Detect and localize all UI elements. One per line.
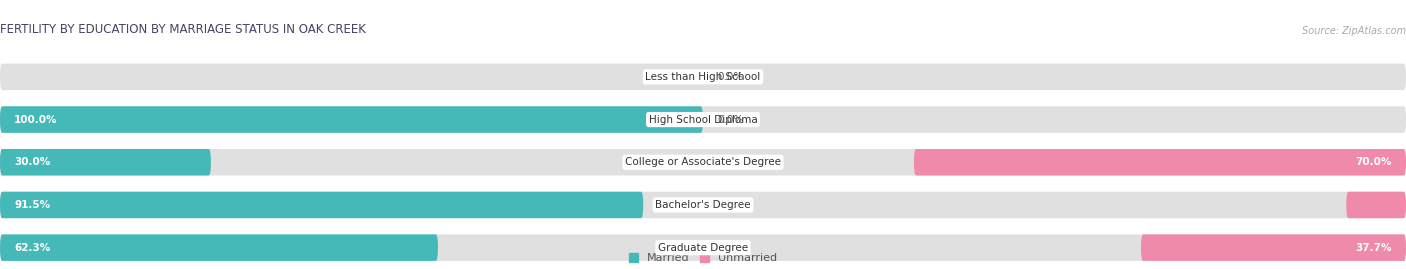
Text: FERTILITY BY EDUCATION BY MARRIAGE STATUS IN OAK CREEK: FERTILITY BY EDUCATION BY MARRIAGE STATU… <box>0 23 366 36</box>
Text: Less than High School: Less than High School <box>645 72 761 82</box>
Text: 62.3%: 62.3% <box>14 243 51 253</box>
FancyBboxPatch shape <box>0 106 703 133</box>
FancyBboxPatch shape <box>1142 234 1406 261</box>
Text: 91.5%: 91.5% <box>14 200 51 210</box>
FancyBboxPatch shape <box>0 234 439 261</box>
FancyBboxPatch shape <box>1347 192 1406 218</box>
Text: Bachelor's Degree: Bachelor's Degree <box>655 200 751 210</box>
FancyBboxPatch shape <box>0 64 1406 90</box>
Text: 0.0%: 0.0% <box>717 115 744 125</box>
Text: Source: ZipAtlas.com: Source: ZipAtlas.com <box>1302 26 1406 36</box>
FancyBboxPatch shape <box>914 149 1406 175</box>
FancyBboxPatch shape <box>0 149 211 175</box>
Text: 0.0%: 0.0% <box>717 72 744 82</box>
FancyBboxPatch shape <box>0 192 1406 218</box>
Text: Graduate Degree: Graduate Degree <box>658 243 748 253</box>
Text: 37.7%: 37.7% <box>1355 243 1392 253</box>
Legend: Married, Unmarried: Married, Unmarried <box>628 253 778 263</box>
Text: High School Diploma: High School Diploma <box>648 115 758 125</box>
Text: 70.0%: 70.0% <box>1355 157 1392 167</box>
Text: 100.0%: 100.0% <box>14 115 58 125</box>
FancyBboxPatch shape <box>0 149 1406 175</box>
Text: 30.0%: 30.0% <box>14 157 51 167</box>
FancyBboxPatch shape <box>0 106 1406 133</box>
Text: College or Associate's Degree: College or Associate's Degree <box>626 157 780 167</box>
FancyBboxPatch shape <box>0 234 1406 261</box>
FancyBboxPatch shape <box>0 192 644 218</box>
